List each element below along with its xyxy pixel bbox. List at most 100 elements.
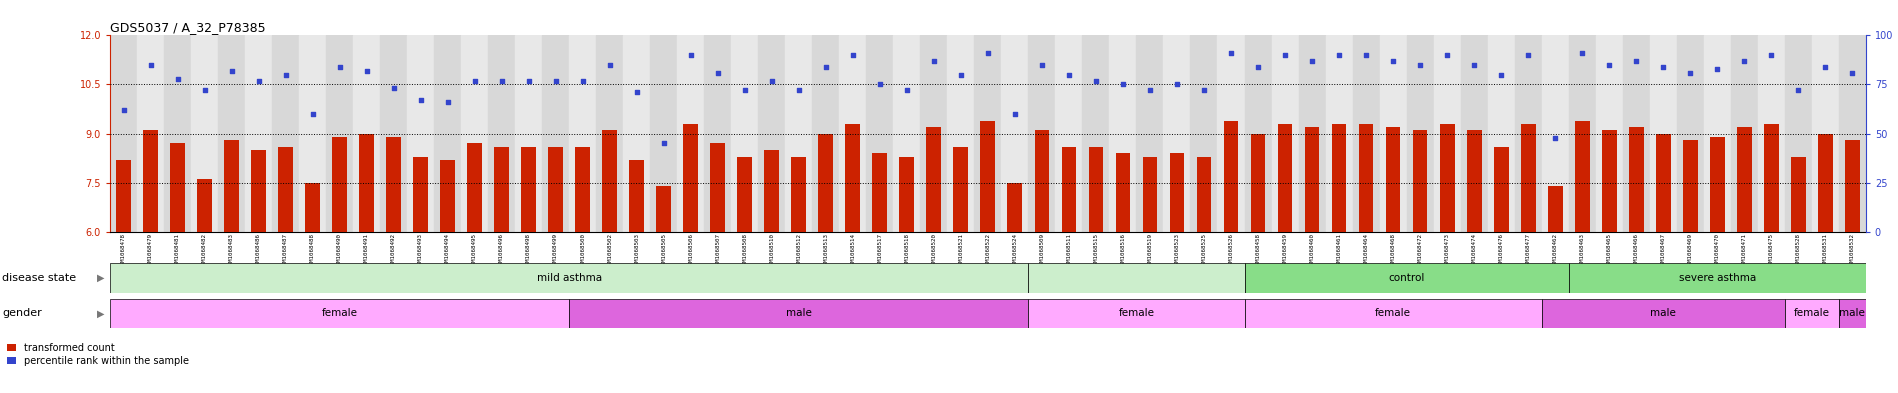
Bar [110,263,1029,293]
Text: female: female [1118,309,1154,318]
Bar [1684,140,1697,232]
Bar [569,299,1029,328]
Bar [657,186,672,232]
Bar [1568,35,1596,232]
Text: male: male [786,309,812,318]
Bar [602,130,617,232]
Bar [1758,35,1784,232]
Bar [738,156,752,232]
Bar [1813,35,1839,232]
Bar [1304,127,1319,232]
Bar [1325,35,1353,232]
Point [1351,52,1382,58]
Bar [1196,156,1211,232]
Point [1837,70,1868,76]
Bar [1655,134,1670,232]
Bar [488,35,514,232]
Bar [387,137,400,232]
Point [1594,62,1625,68]
Bar [926,127,941,232]
Bar [1704,35,1731,232]
Bar [1628,127,1644,232]
Bar [224,140,239,232]
Bar [1251,134,1266,232]
Bar [300,35,326,232]
Bar [192,35,218,232]
Bar [1623,35,1649,232]
Bar [414,156,429,232]
Point [892,87,922,94]
Point [945,72,976,78]
Point [676,52,706,58]
Point [1756,52,1786,58]
Bar [1190,35,1217,232]
Point [594,62,624,68]
Bar [1380,35,1406,232]
Bar [522,147,535,232]
Bar [1488,35,1515,232]
Point [649,140,679,147]
Bar [921,35,947,232]
Bar [1245,263,1568,293]
Bar [1406,35,1433,232]
Bar [1731,35,1758,232]
Text: female: female [1374,309,1410,318]
Bar [812,35,839,232]
Bar [251,150,266,232]
Point [325,64,355,70]
Point [1378,58,1408,64]
Bar [1245,299,1541,328]
Bar [569,35,596,232]
Bar [1277,124,1293,232]
Bar [1008,183,1023,232]
Bar [1461,35,1488,232]
Bar [197,180,213,232]
Point [568,77,598,84]
Point [406,97,437,103]
Bar [900,156,915,232]
Point [1270,52,1300,58]
Bar [245,35,271,232]
Bar [765,150,780,232]
Bar [1441,124,1454,232]
Text: GDS5037 / A_32_P78385: GDS5037 / A_32_P78385 [110,21,266,34]
Point [757,77,788,84]
Bar [759,35,786,232]
Bar [1332,124,1346,232]
Bar [440,160,456,232]
Bar [408,35,435,232]
Point [1647,64,1678,70]
Point [729,87,759,94]
Bar [947,35,974,232]
Point [433,99,463,105]
Bar [1110,35,1137,232]
Text: severe asthma: severe asthma [1678,273,1756,283]
Bar [1029,299,1245,328]
Bar [873,153,886,232]
Bar [1055,35,1082,232]
Bar [1839,299,1866,328]
Point [378,85,408,92]
Point [784,87,814,94]
Bar [1359,124,1374,232]
Bar [1433,35,1461,232]
Bar [1224,121,1237,232]
Bar [1137,35,1163,232]
Point [1000,111,1031,117]
Bar [1596,35,1623,232]
Bar [974,35,1002,232]
Point [270,72,300,78]
Bar [142,130,158,232]
Bar [1034,130,1050,232]
Bar [218,35,245,232]
Bar [1029,35,1055,232]
Bar [171,143,184,232]
Point [216,68,247,74]
Bar [1494,147,1509,232]
Point [108,107,139,113]
Bar [845,124,860,232]
Bar [116,160,131,232]
Bar [1845,140,1860,232]
Point [135,62,165,68]
Bar [1002,35,1029,232]
